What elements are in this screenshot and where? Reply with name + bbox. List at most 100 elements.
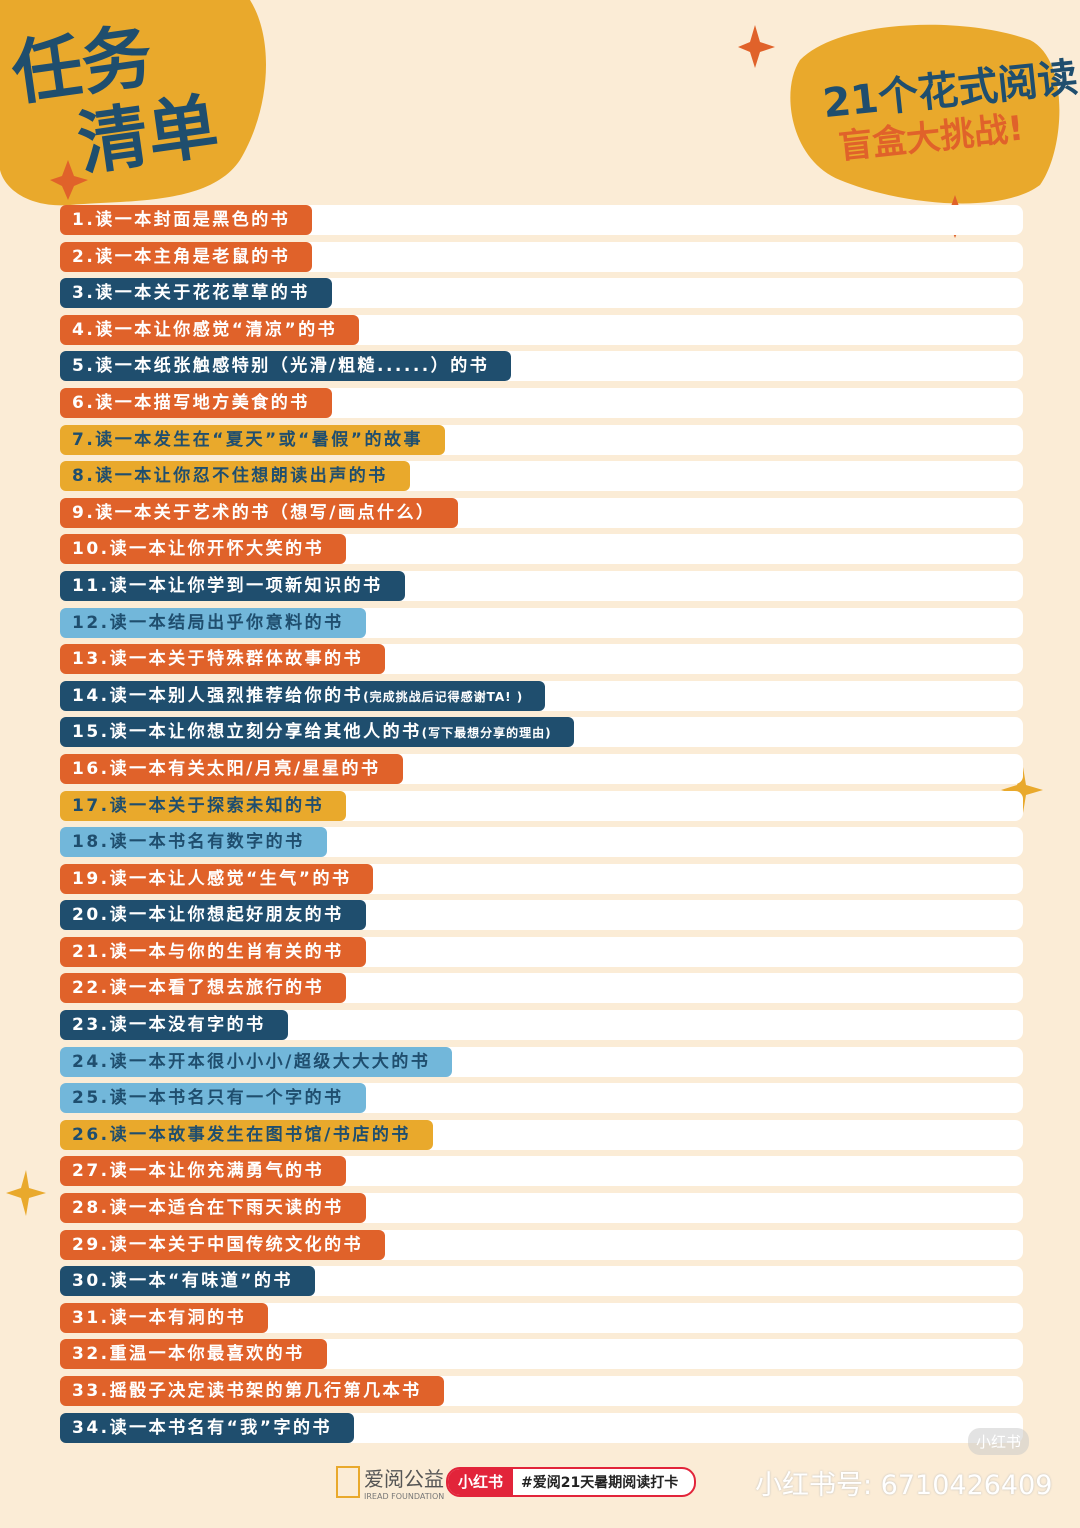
hashtag: #爱阅21天暑期阅读打卡 [521,1475,679,1491]
task-label: 20.读一本让你想起好朋友的书 [60,900,366,931]
task-text: 16.读一本有关太阳/月亮/星星的书 [72,758,381,779]
task-note: (写下最想分享的理由) [421,726,552,741]
task-row: 29.读一本关于中国传统文化的书 [60,1229,1023,1260]
task-row: 9.读一本关于艺术的书（想写/画点什么） [60,497,1023,528]
task-row: 24.读一本开本很小小小/超级大大大的书 [60,1046,1023,1077]
task-label: 30.读一本“有味道”的书 [60,1266,315,1297]
task-label: 15.读一本让你想立刻分享给其他人的书(写下最想分享的理由) [60,717,574,748]
task-label: 12.读一本结局出乎你意料的书 [60,607,366,638]
task-label: 7.读一本发生在“夏天”或“暑假”的故事 [60,424,445,455]
task-row: 22.读一本看了想去旅行的书 [60,973,1023,1004]
task-row: 34.读一本书名有“我”字的书 [60,1412,1023,1443]
star [50,160,88,200]
task-text: 8.读一本让你忍不住想朗读出声的书 [72,466,388,487]
task-text: 20.读一本让你想起好朋友的书 [72,905,344,926]
task-row: 32.重温一本你最喜欢的书 [60,1339,1023,1370]
task-text: 6.读一本描写地方美食的书 [72,392,310,413]
title-line: 清单 [72,84,224,186]
task-text: 26.读一本故事发生在图书馆/书店的书 [72,1124,411,1145]
org-text: 爱阅公益 IREAD FOUNDATION [364,1463,444,1501]
task-row: 20.读一本让你想起好朋友的书 [60,900,1023,931]
logo-icon [336,1466,360,1498]
task-label: 14.读一本别人强烈推荐给你的书(完成挑战后记得感谢TA! ) [60,680,546,711]
task-text: 31.读一本有洞的书 [72,1307,247,1328]
task-row: 1.读一本封面是黑色的书 [60,205,1023,235]
org-name-en: IREAD FOUNDATION [364,1492,445,1501]
task-row: 19.读一本让人感觉“生气”的书 [60,863,1023,894]
task-row: 5.读一本纸张触感特别（光滑/粗糙......）的书 [60,351,1023,382]
watermark: 小红书 [968,1428,1030,1455]
app-name: 小红书 [448,1469,514,1495]
task-text: 21.读一本与你的生肖有关的书 [72,941,344,962]
task-label: 34.读一本书名有“我”字的书 [60,1412,354,1443]
task-text: 15.读一本让你想立刻分享给其他人的书 [72,722,422,743]
task-text: 32.重温一本你最喜欢的书 [72,1344,305,1365]
task-text: 33.摇骰子决定读书架的第几行第几本书 [72,1381,422,1401]
task-label: 29.读一本关于中国传统文化的书 [60,1229,386,1260]
task-text: 13.读一本关于特殊群体故事的书 [72,649,364,670]
task-row: 23.读一本没有字的书 [60,1010,1023,1041]
task-label: 4.读一本让你感觉“清凉”的书 [60,314,360,345]
task-label: 24.读一本开本很小小小/超级大大大的书 [60,1046,453,1077]
task-label: 21.读一本与你的生肖有关的书 [60,936,366,967]
task-text: 19.读一本让人感觉“生气”的书 [72,868,352,889]
task-label: 16.读一本有关太阳/月亮/星星的书 [60,753,403,784]
task-label: 2.读一本主角是老鼠的书 [60,241,313,272]
task-row: 18.读一本书名有数字的书 [60,827,1023,858]
task-text: 2.读一本主角是老鼠的书 [72,246,291,267]
star [738,25,775,68]
task-text: 30.读一本“有味道”的书 [72,1271,293,1292]
task-row: 7.读一本发生在“夏天”或“暑假”的故事 [60,424,1023,455]
task-row: 31.读一本有洞的书 [60,1302,1023,1333]
task-label: 27.读一本让你充满勇气的书 [60,1156,347,1187]
task-row: 11.读一本让你学到一项新知识的书 [60,570,1023,601]
task-label: 13.读一本关于特殊群体故事的书 [60,644,386,675]
task-row: 3.读一本关于花花草草的书 [60,278,1023,309]
task-label: 18.读一本书名有数字的书 [60,827,327,858]
task-label: 9.读一本关于艺术的书（想写/画点什么） [60,497,458,528]
pill: 小红书 #爱阅21天暑期阅读打卡 [446,1467,697,1497]
task-text: 34.读一本书名有“我”字的书 [72,1417,332,1438]
task-text: 12.读一本结局出乎你意料的书 [72,612,344,633]
task-row: 8.读一本让你忍不住想朗读出声的书 [60,461,1023,492]
task-row: 30.读一本“有味道”的书 [60,1266,1023,1297]
task-label: 25.读一本书名只有一个字的书 [60,1083,366,1114]
task-row: 15.读一本让你想立刻分享给其他人的书(写下最想分享的理由) [60,717,1023,748]
task-row: 16.读一本有关太阳/月亮/星星的书 [60,753,1023,784]
task-text: 14.读一本别人强烈推荐给你的书 [72,685,364,706]
task-label: 19.读一本让人感觉“生气”的书 [60,863,374,894]
task-text: 4.读一本让你感觉“清凉”的书 [72,319,338,340]
task-label: 1.读一本封面是黑色的书 [60,205,313,235]
task-list: 1.读一本封面是黑色的书 2.读一本主角是老鼠的书 3.读一本关于花花草草的书 4.读… [60,205,1023,1449]
badge-blob [790,24,1060,204]
decorations [0,0,1060,238]
task-row: 25.读一本书名只有一个字的书 [60,1083,1023,1114]
task-row: 13.读一本关于特殊群体故事的书 [60,644,1023,675]
task-label: 10.读一本让你开怀大笑的书 [60,534,347,565]
task-row: 26.读一本故事发生在图书馆/书店的书 [60,1119,1023,1150]
task-label: 8.读一本让你忍不住想朗读出声的书 [60,461,410,492]
task-text: 25.读一本书名只有一个字的书 [72,1088,344,1109]
task-row: 6.读一本描写地方美食的书 [60,387,1023,418]
task-text: 10.读一本让你开怀大笑的书 [72,539,325,560]
task-label: 31.读一本有洞的书 [60,1302,269,1333]
task-row: 4.读一本让你感觉“清凉”的书 [60,314,1023,345]
task-text: 29.读一本关于中国传统文化的书 [72,1234,364,1255]
task-label: 3.读一本关于花花草草的书 [60,278,332,309]
org-logo: 爱阅公益 IREAD FOUNDATION [336,1462,444,1502]
task-row: 10.读一本让你开怀大笑的书 [60,534,1023,565]
task-text: 1.读一本封面是黑色的书 [72,210,291,230]
task-label: 28.读一本适合在下雨天读的书 [60,1193,366,1224]
task-row: 14.读一本别人强烈推荐给你的书(完成挑战后记得感谢TA! ) [60,680,1023,711]
task-text: 3.读一本关于花花草草的书 [72,283,310,304]
task-label: 32.重温一本你最喜欢的书 [60,1339,327,1370]
star [1001,767,1043,813]
task-label: 11.读一本让你学到一项新知识的书 [60,570,405,601]
task-text: 18.读一本书名有数字的书 [72,832,305,853]
task-row: 17.读一本关于探索未知的书 [60,790,1023,821]
task-row: 28.读一本适合在下雨天读的书 [60,1193,1023,1224]
task-text: 22.读一本看了想去旅行的书 [72,978,325,999]
task-text: 7.读一本发生在“夏天”或“暑假”的故事 [72,429,423,450]
task-text: 23.读一本没有字的书 [72,1015,266,1036]
